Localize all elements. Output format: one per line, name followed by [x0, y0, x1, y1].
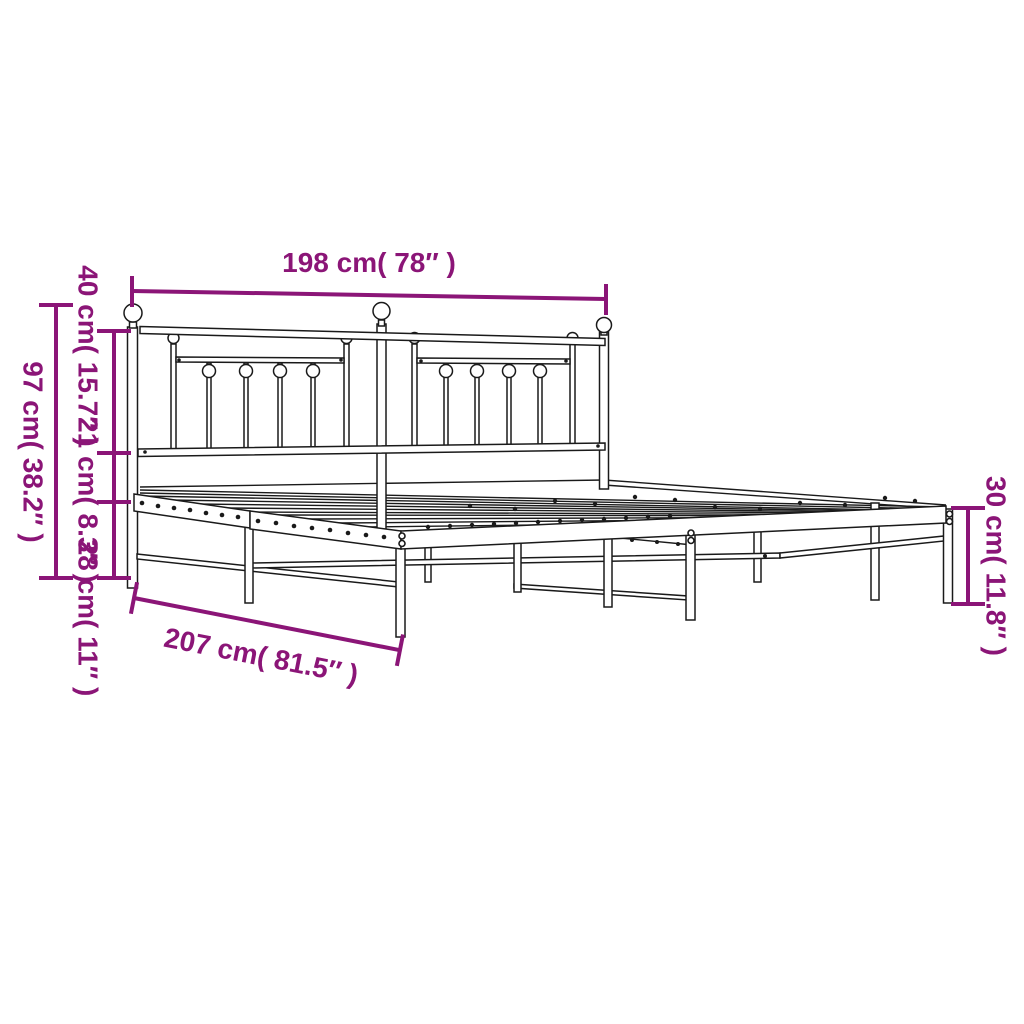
- bed-frame-drawing: [123, 301, 954, 638]
- width-label: 198 cm( 78″ ): [282, 247, 456, 278]
- corner-bolts: [398, 510, 954, 548]
- headboard-left-panel: [167, 331, 353, 452]
- leg: [603, 535, 613, 608]
- dimension-total-height: 97 cm( 38.2″ ): [18, 303, 73, 580]
- dimension-length: 207 cm( 81.5″ ): [128, 581, 405, 690]
- headboard-top-rail: [139, 325, 606, 347]
- headboard-left-post: [126, 326, 139, 589]
- slat-screw-dots: [467, 494, 918, 512]
- headboard-right-post: [598, 331, 610, 490]
- center-ball-finial: [372, 301, 391, 321]
- platform-height-label: 30 cm( 11.8″ ): [981, 476, 1012, 656]
- headboard: [123, 301, 613, 589]
- platform-side-rails: [133, 493, 947, 550]
- clearance-label: 28 cm( 11″ ): [73, 540, 104, 697]
- leg: [513, 535, 522, 593]
- headboard-lower-rail: [137, 442, 606, 458]
- right-ball-finial: [595, 316, 613, 334]
- headboard-center-post: [376, 323, 387, 531]
- dimension-annotations: 198 cm( 78″ ) 97 cm( 38.2″ ) 40 cm( 15.7…: [18, 247, 1012, 697]
- leg-right-corner: [942, 508, 954, 604]
- bed-legs: [244, 508, 954, 638]
- total-height-label: 97 cm( 38.2″ ): [18, 361, 49, 543]
- headboard-right-panel: [408, 331, 579, 448]
- tick: [394, 634, 405, 667]
- front-flange-holes: [425, 513, 673, 530]
- headboard-upper-label: 40 cm( 15.7″ ): [73, 265, 104, 447]
- dimension-width: 198 cm( 78″ ): [130, 247, 608, 315]
- tick: [128, 581, 140, 615]
- dimension-platform-height: 30 cm( 11.8″ ): [951, 476, 1012, 656]
- side-rail-holes: [139, 500, 387, 540]
- dimension-headboard-segments: 40 cm( 15.7″ ) 21 cm( 8.3″ ) 28 cm( 11″ …: [73, 265, 131, 697]
- under-frame-braces: [136, 535, 945, 601]
- length-label: 207 cm( 81.5″ ): [162, 622, 361, 690]
- headboard-lower-label: 21 cm( 8.3″ ): [73, 417, 104, 583]
